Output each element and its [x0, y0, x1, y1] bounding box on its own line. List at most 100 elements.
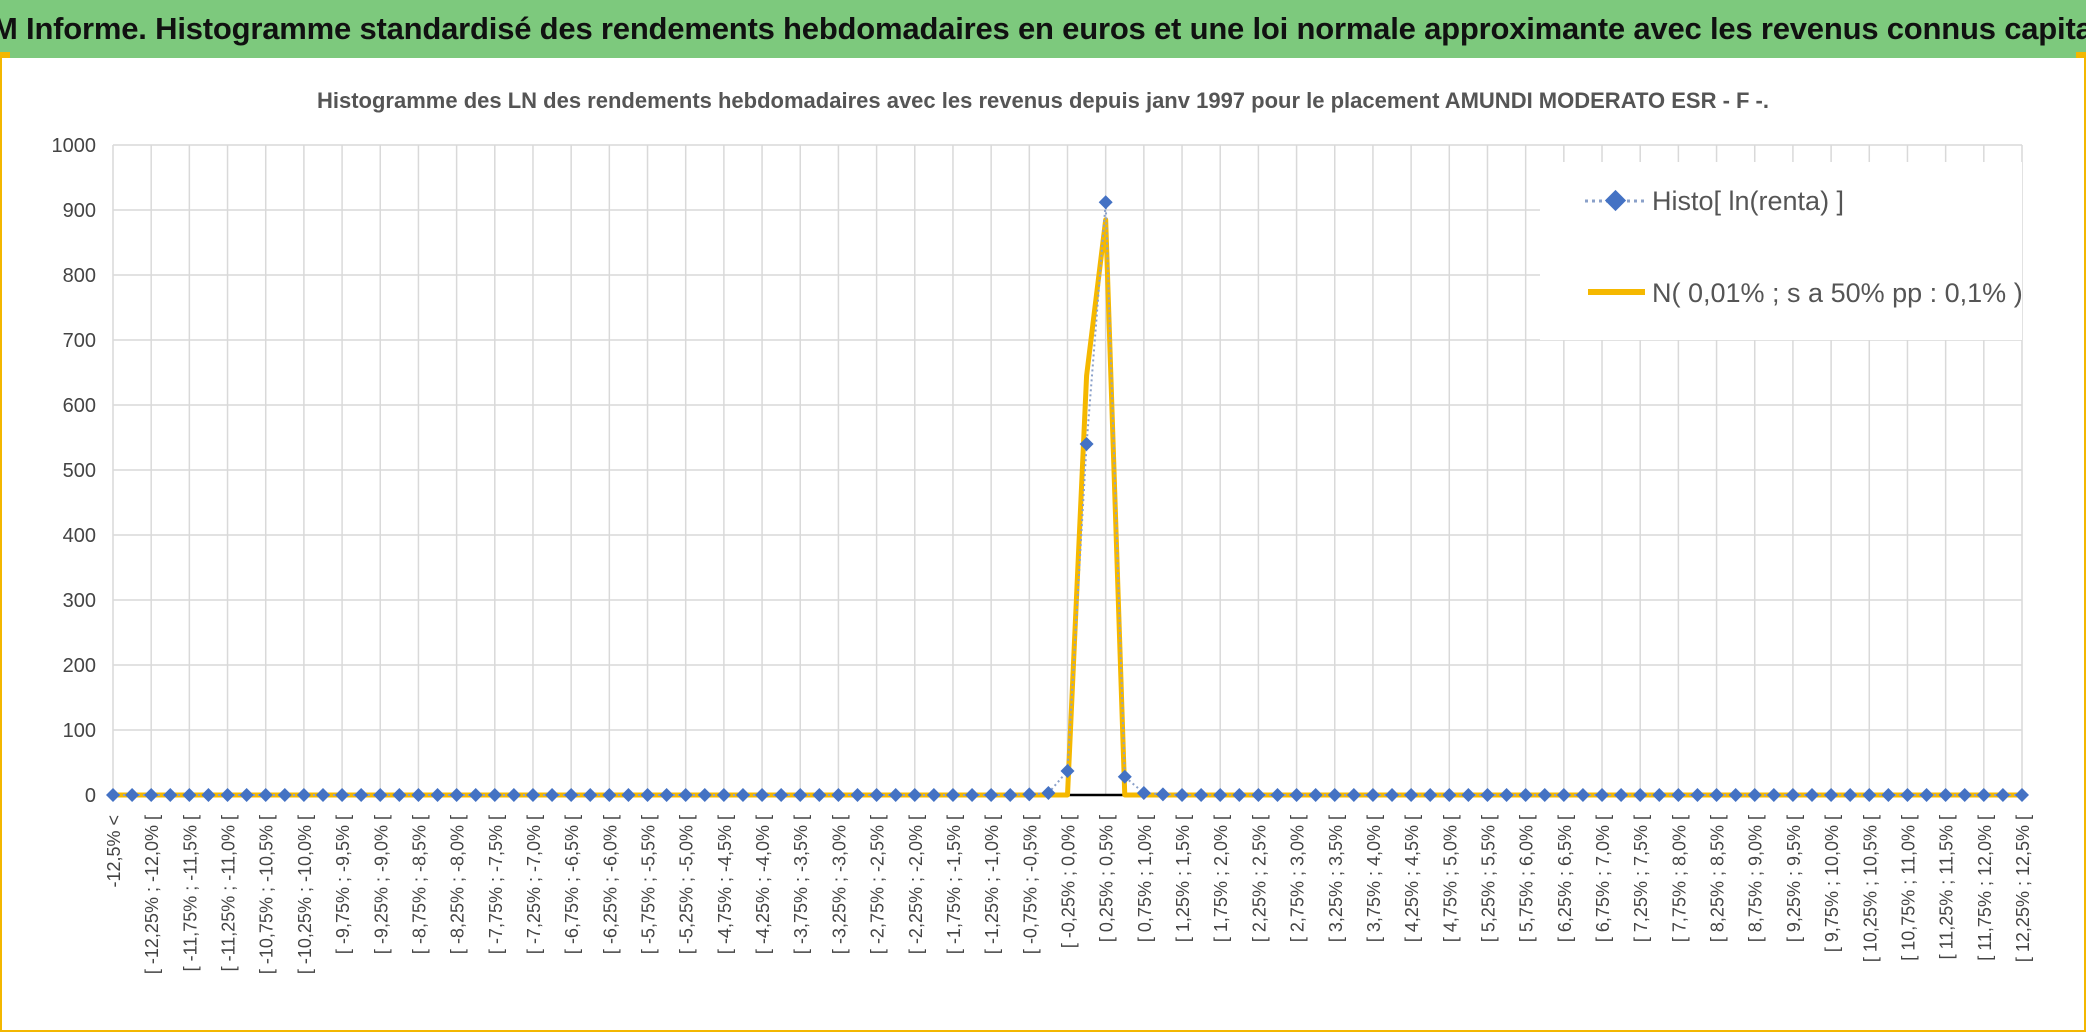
- y-tick-label: 400: [63, 525, 96, 547]
- x-tick-label: [ 2,25% ; 2,5% [: [1249, 815, 1269, 942]
- x-tick-label: [ -4,25% ; -4,0% [: [753, 815, 773, 954]
- histo-point: [907, 788, 922, 802]
- histo-point: [1995, 788, 2010, 802]
- histo-point: [1862, 788, 1877, 802]
- x-tick-label: [ 5,75% ; 6,0% [: [1517, 815, 1537, 942]
- x-tick-label: [ -4,75% ; -4,5% [: [715, 815, 735, 954]
- histo-point: [869, 788, 884, 802]
- histo-point: [888, 788, 903, 802]
- x-tick-label: [ -8,25% ; -8,0% [: [448, 815, 468, 954]
- histo-point: [277, 788, 292, 802]
- histo-point: [1365, 788, 1380, 802]
- histo-point: [1595, 788, 1610, 802]
- histo-point: [1824, 788, 1839, 802]
- x-tick-label: [ 12,25% ; 12,5% [: [2013, 815, 2033, 962]
- x-tick-label: [ 2,75% ; 3,0% [: [1288, 815, 1308, 942]
- histo-point: [1709, 788, 1724, 802]
- x-tick-label: [ 1,25% ; 1,5% [: [1173, 815, 1193, 942]
- x-tick-label: [ 0,25% ; 0,5% [: [1097, 815, 1117, 942]
- y-tick-label: 700: [63, 330, 96, 352]
- x-tick-label: [ 10,75% ; 11,0% [: [1898, 815, 1918, 961]
- histo-point: [945, 788, 960, 802]
- histo-point: [201, 788, 216, 802]
- x-tick-label: [ -6,25% ; -6,0% [: [600, 815, 620, 954]
- histo-point: [621, 788, 636, 802]
- histo-point: [1079, 437, 1094, 451]
- x-tick-label: [ -2,25% ; -2,0% [: [906, 815, 926, 954]
- histo-point: [449, 788, 464, 802]
- histo-point: [735, 788, 750, 802]
- x-tick-label: [ 1,75% ; 2,0% [: [1211, 815, 1231, 942]
- x-tick-label: [ 6,75% ; 7,0% [: [1593, 815, 1613, 942]
- x-tick-label: [ -3,25% ; -3,0% [: [829, 815, 849, 954]
- y-tick-label: 100: [63, 720, 96, 742]
- x-tick-label: [ -9,25% ; -9,0% [: [371, 815, 391, 954]
- histo-point: [1575, 788, 1590, 802]
- histo-point: [411, 788, 426, 802]
- x-tick-label: [ 11,25% ; 11,5% [: [1937, 815, 1957, 959]
- histo-point: [583, 788, 598, 802]
- frame-corner-right: [2076, 52, 2086, 58]
- histo-point: [1175, 788, 1190, 802]
- x-tick-label: [ -0,25% ; 0,0% [: [1059, 815, 1079, 948]
- legend-box: [1540, 162, 2022, 340]
- histo-point: [774, 788, 789, 802]
- x-tick-label: [ 8,75% ; 9,0% [: [1746, 815, 1766, 942]
- x-tick-label: [ -12,25% ; -12,0% [: [142, 815, 162, 974]
- histo-point: [926, 788, 941, 802]
- histo-point: [1289, 788, 1304, 802]
- histo-point: [106, 788, 120, 802]
- x-tick-label: [ 8,25% ; 8,5% [: [1708, 815, 1728, 942]
- histo-point: [525, 788, 540, 802]
- histo-point: [1213, 788, 1228, 802]
- x-tick-label: [ -9,75% ; -9,5% [: [333, 815, 353, 954]
- histo-point: [1480, 788, 1495, 802]
- x-tick-label: [ 4,75% ; 5,0% [: [1440, 815, 1460, 942]
- chart-legend: Histo[ ln(renta) ] N( 0,01% ; s a 50% pp…: [1540, 162, 2023, 340]
- y-axis: 0 100 200 300 400 500 600 700 800 900 1000: [52, 135, 97, 807]
- histo-point: [716, 788, 731, 802]
- x-tick-label: [ -0,75% ; -0,5% [: [1020, 815, 1040, 954]
- histo-point: [1766, 788, 1781, 802]
- chart-title: Histogramme des LN des rendements hebdom…: [316, 88, 1769, 113]
- y-tick-label: 1000: [52, 135, 97, 157]
- histo-point: [1003, 788, 1018, 802]
- histo-point: [1098, 195, 1113, 210]
- x-tick-label: [ -3,75% ; -3,5% [: [791, 815, 811, 954]
- histo-point: [1747, 788, 1762, 802]
- histo-point: [812, 788, 827, 802]
- histo-point: [1614, 788, 1629, 802]
- x-tick-label: [ 4,25% ; 4,5% [: [1402, 815, 1422, 942]
- y-tick-label: 600: [63, 395, 96, 417]
- histo-point: [2015, 788, 2029, 802]
- banner-title: ADAM Informe. Histogramme standardisé de…: [0, 11, 2086, 46]
- histo-point: [1442, 788, 1457, 802]
- histo-point: [678, 788, 693, 802]
- x-tick-label: [ -11,75% ; -11,5% [: [180, 815, 200, 971]
- y-tick-label: 900: [63, 200, 96, 222]
- x-tick-label: [ -2,75% ; -2,5% [: [868, 815, 888, 954]
- x-tick-label: [ -7,75% ; -7,5% [: [486, 815, 506, 954]
- histo-point: [315, 788, 330, 802]
- x-tick-label: [ -8,75% ; -8,5% [: [409, 815, 429, 954]
- histo-point: [1461, 788, 1476, 802]
- histo-point: [1785, 788, 1800, 802]
- x-tick-label: [ -5,75% ; -5,5% [: [639, 815, 659, 954]
- y-tick-label: 200: [63, 655, 96, 677]
- x-tick-label: [ -10,75% ; -10,5% [: [257, 815, 277, 974]
- histo-point: [1633, 788, 1648, 802]
- legend-histo-label: Histo[ ln(renta) ]: [1652, 186, 1844, 216]
- x-tick-label: [ 3,75% ; 4,0% [: [1364, 815, 1384, 942]
- histo-point: [640, 788, 655, 802]
- histo-point: [430, 788, 445, 802]
- histo-point: [125, 788, 140, 802]
- histo-point: [793, 788, 808, 802]
- histo-point: [755, 788, 770, 802]
- histo-point: [1938, 788, 1953, 802]
- histo-point: [1022, 787, 1037, 802]
- histo-point: [1155, 787, 1170, 802]
- histo-point: [1805, 788, 1820, 802]
- histo-point: [182, 788, 197, 802]
- x-tick-label: [ -7,25% ; -7,0% [: [524, 815, 544, 954]
